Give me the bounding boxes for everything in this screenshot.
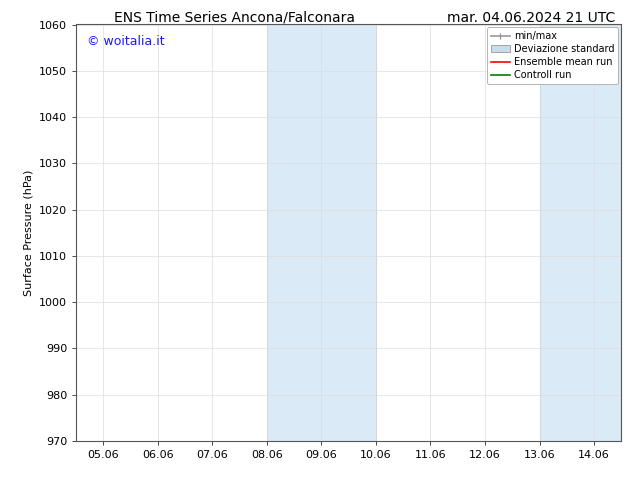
Text: mar. 04.06.2024 21 UTC: mar. 04.06.2024 21 UTC	[447, 11, 615, 25]
Text: © woitalia.it: © woitalia.it	[87, 35, 165, 48]
Y-axis label: Surface Pressure (hPa): Surface Pressure (hPa)	[23, 170, 34, 296]
Text: ENS Time Series Ancona/Falconara: ENS Time Series Ancona/Falconara	[114, 11, 355, 25]
Bar	[540, 24, 621, 441]
Legend: min/max, Deviazione standard, Ensemble mean run, Controll run: min/max, Deviazione standard, Ensemble m…	[487, 27, 618, 84]
Bar	[267, 24, 376, 441]
